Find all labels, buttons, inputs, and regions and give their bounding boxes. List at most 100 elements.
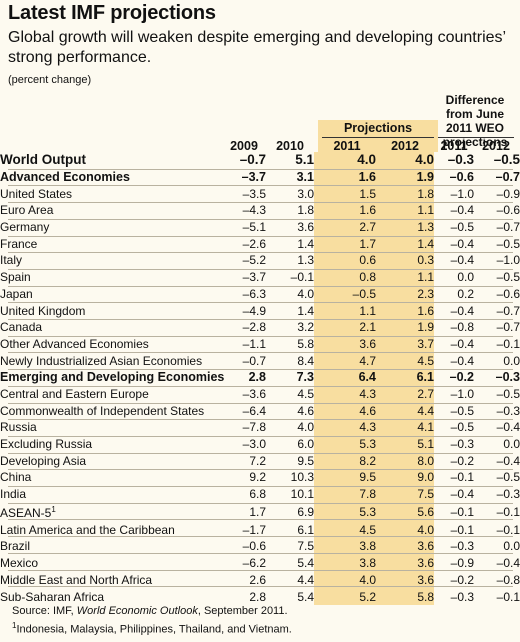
cell-value: 5.3: [314, 502, 376, 522]
cell-value: –0.1: [496, 589, 520, 604]
source-suffix: , September 2011.: [197, 605, 288, 617]
cell-value: 4.3: [314, 419, 376, 436]
row-divider: [8, 352, 513, 354]
cell-value: 4.5: [297, 386, 314, 401]
row-divider: [8, 502, 513, 504]
cell-value: 6.0: [297, 437, 314, 452]
projections-header: Projections: [343, 121, 413, 135]
row-label: China: [0, 469, 222, 486]
difference-header: Difference from June 2011 WEO projection…: [442, 93, 508, 149]
row-label: Latin America and the Caribbean: [0, 521, 222, 538]
cell-value: 5.2: [314, 588, 376, 605]
table-row: Canada –2.8 3.2 2.1 1.9 –0.8 –0.7: [0, 318, 520, 336]
cell-value: 3.6: [376, 554, 434, 572]
row-label-text: Central and Eastern Europe: [0, 386, 149, 401]
col-2011-proj: 2011: [333, 139, 361, 153]
row-label: Italy: [0, 252, 222, 269]
cell-value: –0.4: [450, 303, 474, 318]
row-label: United Kingdom: [0, 302, 222, 319]
row-divider: [8, 469, 513, 471]
cell-value: –0.7: [496, 320, 520, 335]
table-row: Sub-Saharan Africa 2.8 5.4 5.2 5.8 –0.3 –0.1: [0, 588, 520, 605]
col-2011-diff: 2011: [440, 139, 468, 153]
table-row: Mexico –6.2 5.4 3.8 3.6 –0.9 –0.4: [0, 554, 520, 572]
row-label-text: United Kingdom: [0, 303, 86, 318]
row-label: Spain: [0, 269, 222, 286]
row-label-text: Other Advanced Economies: [0, 336, 149, 351]
cell-value: –0.4: [496, 453, 520, 468]
cell-value: 4.3: [314, 385, 376, 403]
cell-value: 7.3: [296, 370, 314, 385]
cell-value: –0.2: [449, 370, 474, 385]
row-label-text: Commonwealth of Independent States: [0, 403, 205, 418]
cell-value: –0.4: [496, 420, 520, 435]
row-label-text: Advanced Economies: [0, 170, 130, 185]
source-title: World Economic Outlook: [76, 605, 198, 617]
cell-value: 1.1: [314, 302, 376, 319]
cell-value: –0.1: [496, 336, 520, 351]
row-divider: [8, 569, 513, 571]
difference-rule: [438, 137, 514, 138]
row-label: France: [0, 235, 222, 252]
cell-value: 5.3: [314, 435, 376, 453]
row-label-text: Canada: [0, 320, 43, 335]
cell-value: 3.6: [297, 220, 314, 235]
cell-value: –0.4: [450, 336, 474, 351]
row-divider: [8, 385, 513, 387]
cell-value: 4.5: [314, 521, 376, 539]
cell-value: –0.1: [450, 522, 474, 537]
row-divider: [8, 285, 513, 287]
cell-value: –0.9: [450, 556, 474, 571]
cell-value: 0.0: [457, 270, 474, 285]
footnote-ref: 1: [51, 505, 56, 515]
table-row: Other Advanced Economies –1.1 5.8 3.6 3.7 –0.…: [0, 335, 520, 353]
cell-value: –7.8: [242, 420, 266, 435]
row-label: Excluding Russia: [0, 436, 222, 453]
cell-value: 7.8: [314, 485, 376, 503]
cell-value: 1.8: [376, 185, 434, 203]
cell-value: 1.3: [376, 218, 434, 236]
row-label: India: [0, 486, 222, 503]
table-row: United States –3.5 3.0 1.5 1.8 –1.0 –0.9: [0, 185, 520, 203]
cell-value: –3.5: [242, 186, 266, 201]
cell-value: –2.6: [242, 236, 266, 251]
cell-value: 1.9: [376, 168, 434, 186]
row-label-text: France: [0, 236, 38, 251]
cell-value: –3.7: [241, 170, 266, 185]
cell-value: –0.3: [450, 589, 474, 604]
cell-value: 8.0: [376, 452, 434, 470]
cell-value: –0.4: [450, 203, 474, 218]
page-title: Latest IMF projections: [8, 2, 216, 24]
row-label-text: Spain: [0, 270, 31, 285]
cell-value: –4.9: [242, 303, 266, 318]
row-label: Emerging and Developing Economies: [0, 369, 225, 386]
row-label-text: Japan: [0, 286, 33, 301]
cell-value: 9.5: [297, 453, 314, 468]
col-2012-proj: 2012: [391, 139, 419, 153]
cell-value: 2.6: [249, 572, 266, 587]
cell-value: 3.1: [296, 170, 314, 185]
cell-value: 5.6: [376, 502, 434, 522]
cell-value: –0.2: [450, 453, 474, 468]
table-row: World Output –0.7 5.1 4.0 4.0 –0.3 –0.5: [0, 152, 520, 169]
cell-value: 1.6: [314, 202, 376, 219]
row-label: Middle East and North Africa: [0, 572, 222, 589]
table-row: Brazil –0.6 7.5 3.8 3.6 –0.3 0.0: [0, 538, 520, 555]
cell-value: 6.8: [249, 487, 266, 502]
cell-value: 1.3: [297, 253, 314, 268]
row-label: Other Advanced Economies: [0, 336, 222, 353]
row-divider: [8, 452, 513, 454]
cell-value: 1.8: [297, 203, 314, 218]
row-label: United States: [0, 185, 222, 202]
footnote: 1Indonesia, Malaysia, Philippines, Thail…: [12, 621, 292, 636]
cell-value: 0.6: [314, 252, 376, 269]
cell-value: –0.4: [496, 556, 520, 571]
row-label-text: Emerging and Developing Economies: [0, 370, 225, 385]
cell-value: 9.0: [376, 469, 434, 486]
table-row: Middle East and North Africa 2.6 4.4 4.0 3.6…: [0, 571, 520, 589]
row-divider: [8, 536, 513, 538]
cell-value: 1.9: [376, 318, 434, 336]
row-label-text: ASEAN-5: [0, 506, 52, 521]
cell-value: –0.8: [450, 320, 474, 335]
cell-value: 6.1: [297, 522, 314, 537]
